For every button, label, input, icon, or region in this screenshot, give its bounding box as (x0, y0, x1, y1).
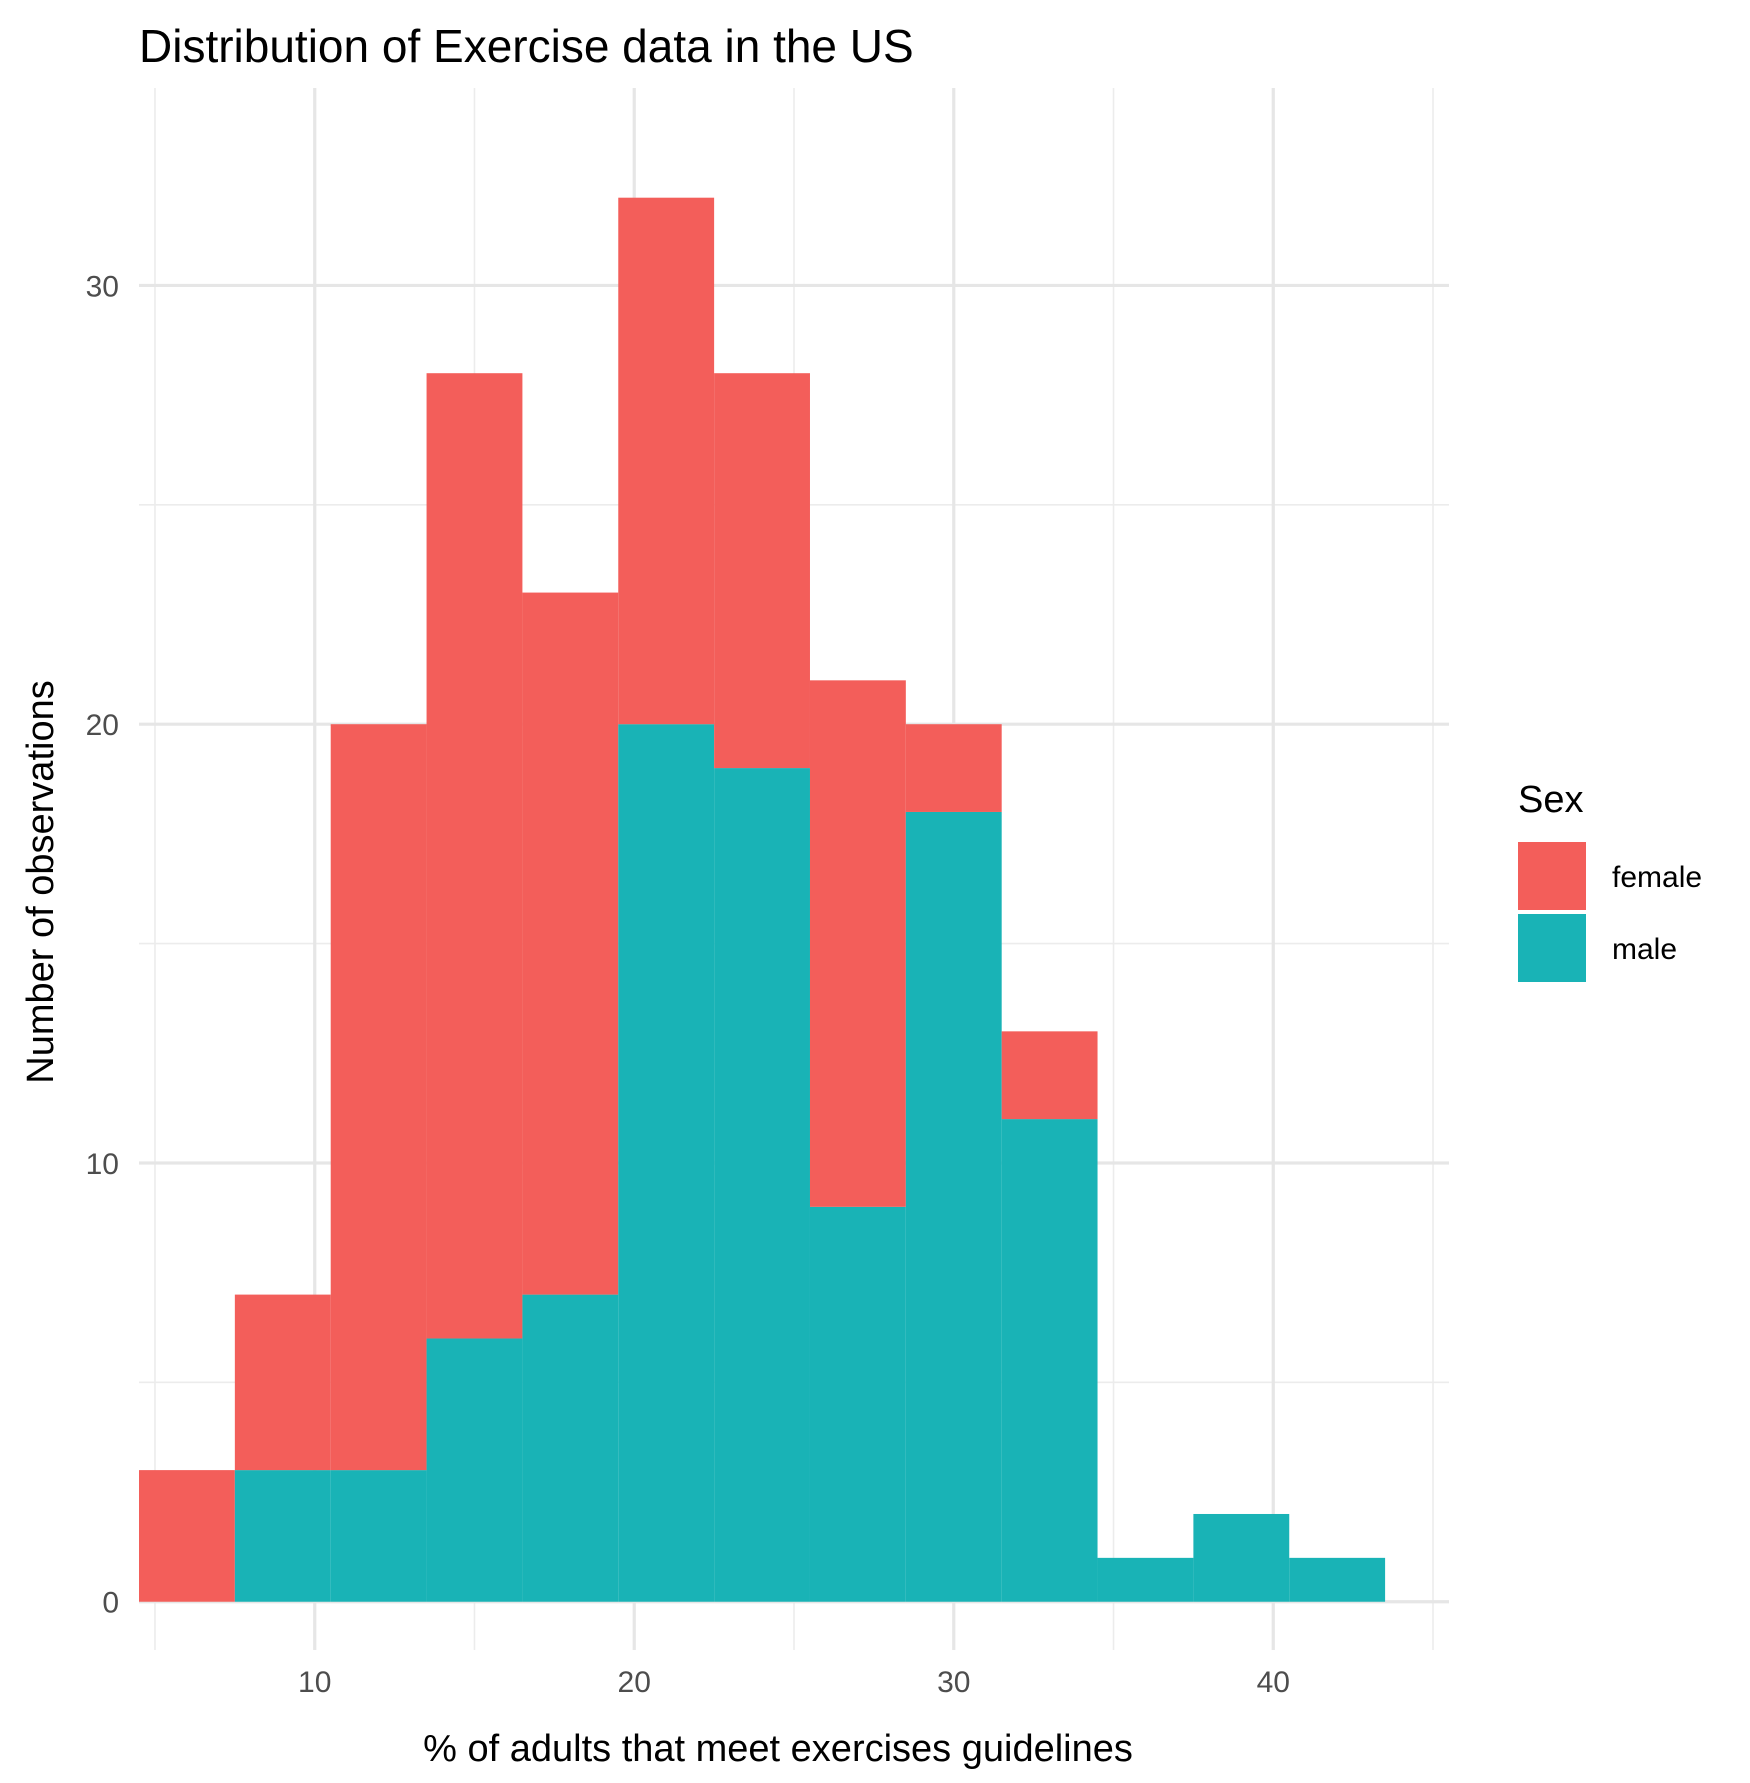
bar-male (234, 1470, 331, 1602)
legend-swatch-female (1518, 842, 1586, 910)
bar-female (234, 1294, 331, 1471)
bar-female (426, 373, 523, 1339)
bar-male (522, 1294, 619, 1602)
x-tick-label: 30 (937, 1666, 970, 1699)
y-tick-label: 0 (102, 1587, 119, 1620)
bar-female (139, 1470, 235, 1602)
histogram-bars (139, 197, 1386, 1602)
bar-male (1289, 1557, 1386, 1602)
bar-female (1001, 1031, 1098, 1120)
legend-label-female: female (1612, 861, 1702, 894)
legend-title: Sex (1518, 779, 1583, 821)
bar-male (809, 1206, 906, 1602)
chart-title: Distribution of Exercise data in the US (139, 20, 914, 72)
y-tick-label: 30 (86, 270, 119, 303)
bar-male (1097, 1557, 1194, 1602)
bar-male (1001, 1119, 1098, 1602)
x-tick-label: 10 (298, 1666, 331, 1699)
legend-swatch-male (1518, 914, 1586, 982)
bar-male (714, 768, 810, 1602)
y-tick-label: 10 (86, 1148, 119, 1181)
y-axis-title: Number of observations (20, 680, 62, 1083)
axis-ticks: 10 20 30 40 0 10 20 30 (86, 270, 1290, 1699)
bar-female (330, 724, 427, 1471)
y-tick-label: 20 (86, 709, 119, 742)
x-tick-label: 40 (1257, 1666, 1290, 1699)
bar-male (905, 811, 1002, 1602)
x-axis-title: % of adults that meet exercises guidelin… (423, 1728, 1133, 1770)
bar-male (1193, 1513, 1290, 1602)
legend-items: female male (1518, 842, 1702, 982)
bar-male (330, 1470, 427, 1602)
bar-male (618, 724, 715, 1602)
x-tick-label: 20 (618, 1666, 651, 1699)
legend: Sex female male (1518, 779, 1702, 982)
bar-female (714, 373, 810, 769)
bar-male (426, 1338, 523, 1602)
bar-female (809, 680, 906, 1207)
bar-female (618, 197, 715, 725)
legend-label-male: male (1612, 933, 1677, 966)
bar-female (905, 724, 1002, 812)
bar-female (522, 592, 619, 1295)
